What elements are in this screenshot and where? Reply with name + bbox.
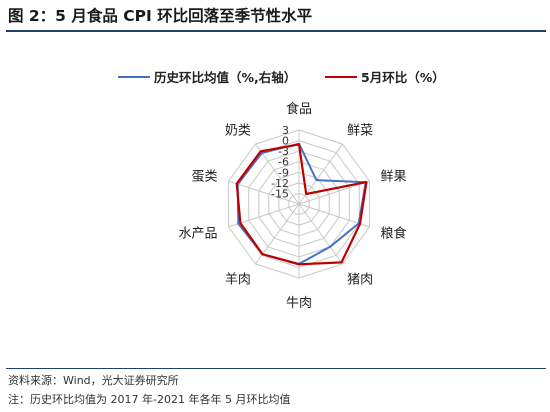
chart-legend: 历史环比均值（%,右轴） 5月环比（%） xyxy=(118,70,445,85)
legend-label-0: 历史环比均值（%,右轴） xyxy=(154,70,296,85)
category-label-6: 羊肉 xyxy=(225,271,251,287)
category-label-0: 食品 xyxy=(286,101,312,117)
r-tick-label: -3 xyxy=(278,145,289,158)
may-series-line xyxy=(235,143,368,266)
footer-divider xyxy=(6,368,546,369)
category-label-9: 奶类 xyxy=(225,124,251,139)
radar-spoke-8 xyxy=(228,180,300,205)
category-label-7: 水产品 xyxy=(178,226,217,241)
category-label-5: 牛肉 xyxy=(286,296,312,311)
category-label-8: 蛋类 xyxy=(191,170,217,185)
category-label-3: 粮食 xyxy=(381,225,407,241)
title-divider xyxy=(6,30,546,32)
radar-spoke-9 xyxy=(255,143,300,205)
category-label-2: 鲜果 xyxy=(381,170,407,185)
radar-spoke-4 xyxy=(298,203,343,265)
page-title: 图 2：5 月食品 CPI 环比回落至季节性水平 xyxy=(8,7,313,25)
source-note: 资料来源：Wind，光大证券研究所 xyxy=(8,374,179,387)
r-tick-label: -15 xyxy=(271,187,289,200)
radar-tick-labels: 30-3-6-9-12-15 xyxy=(271,124,289,200)
r-tick-label: 0 xyxy=(282,135,289,148)
footnote: 注：历史环比均值为 2017 年-2021 年各年 5 月环比均值 xyxy=(8,393,291,406)
r-tick-label: -6 xyxy=(278,156,289,169)
legend-label-1: 5月环比（%） xyxy=(361,70,445,85)
r-tick-label: 3 xyxy=(282,124,289,137)
category-label-4: 猪肉 xyxy=(347,272,373,287)
radar-series xyxy=(235,142,368,266)
r-tick-label: -9 xyxy=(278,166,289,179)
category-label-1: 鲜菜 xyxy=(347,124,373,139)
r-tick-label: -12 xyxy=(271,177,289,190)
